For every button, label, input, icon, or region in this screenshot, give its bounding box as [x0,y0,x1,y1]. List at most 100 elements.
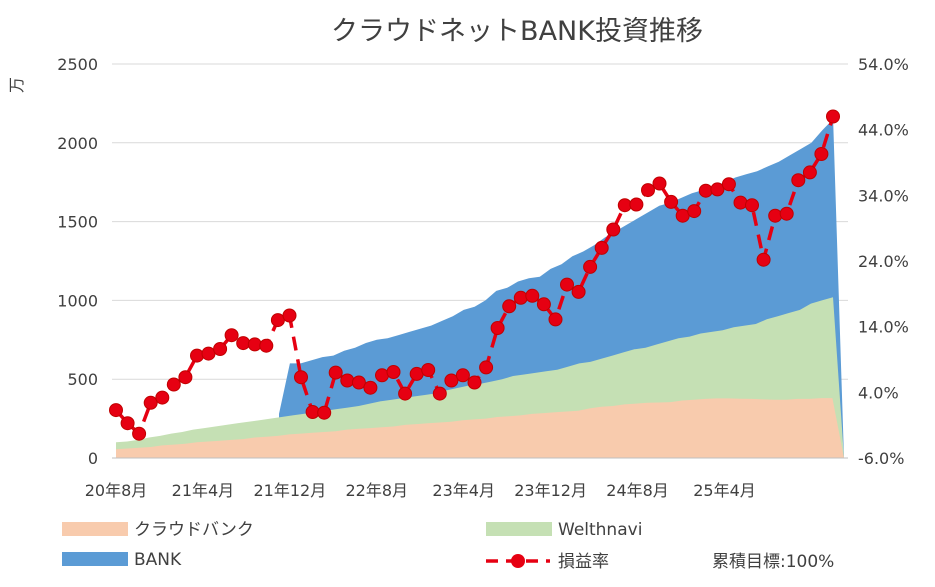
x-tick-label: 24年8月 [606,481,669,500]
y-tick-right: 4.0% [858,383,899,402]
data-point [826,109,840,124]
y-tick-left: 2000 [57,134,98,153]
data-point [791,173,806,188]
data-point [490,321,505,335]
data-point [432,386,447,401]
data-point [109,403,123,418]
data-point [363,380,378,395]
data-point [351,375,366,390]
data-point [270,313,285,328]
data-point [583,259,598,274]
data-point [421,363,436,377]
y-tick-right: 44.0% [858,121,909,140]
x-tick-label: 20年8月 [85,481,148,500]
data-point [143,395,158,410]
data-point [455,368,470,383]
data-point [224,328,239,343]
data-point [155,390,170,405]
data-point [190,348,204,363]
legend-note: 累積目標:100% [712,552,834,572]
data-point [259,338,274,353]
data-point [664,194,679,209]
x-tick-label: 22年8月 [346,481,409,500]
data-point [120,416,135,431]
data-point [571,284,586,299]
data-point [375,368,389,383]
legend: クラウドバンク Welthnavi BANK 損益率 累積目標:100% [62,520,834,572]
data-point [386,365,401,379]
y-tick-right: -6.0% [858,449,904,468]
data-point [779,206,794,221]
legend-marker [511,554,525,568]
y-tick-right: 34.0% [858,186,909,205]
data-point [502,299,517,314]
data-point [294,370,308,385]
data-point [236,336,251,351]
data-point [687,204,702,219]
legend-swatch [486,522,552,536]
data-point [444,373,459,388]
data-point [247,337,262,352]
data-point [721,177,736,192]
data-point [594,240,609,255]
data-point [132,426,147,441]
data-point [641,183,655,198]
data-point [398,386,413,401]
data-point [733,195,748,210]
data-point [513,290,528,305]
y-tick-left: 500 [67,370,98,389]
data-point [282,308,297,323]
x-tick-label: 23年12月 [514,481,587,500]
y-tick-left: 0 [88,449,98,468]
legend-label: クラウドバンク [134,520,254,540]
legend-label: 損益率 [558,552,609,572]
y-tick-left: 1500 [57,213,98,232]
data-point [213,342,228,356]
data-point [652,176,667,191]
data-point [536,297,551,312]
data-point [745,198,759,213]
data-point [178,370,193,385]
x-tick-label: 21年12月 [253,481,326,500]
line-layer [109,109,840,441]
data-point [548,312,563,327]
legend-label: Welthnavi [558,520,642,540]
x-tick-label: 25年4月 [693,481,756,500]
data-point [768,208,783,223]
y-axis-left-label: 万 [7,77,26,93]
data-point [756,252,771,267]
data-point [629,197,644,212]
data-point [201,346,216,361]
area-layer [116,119,844,458]
data-point [166,377,181,392]
y-tick-right: 54.0% [858,55,909,74]
legend-swatch [62,522,128,536]
data-point [317,405,332,420]
data-point [467,375,482,390]
data-point [525,288,540,303]
y-tick-right: 14.0% [858,318,909,337]
data-point [305,405,320,419]
axis-layer: 0 500 1000 1500 2000 2500 -6.0% 4.0% 14.0% 24.0% 3… [57,55,909,500]
chart-title: クラウドネットBANK投資推移 [331,16,703,47]
data-point [698,183,713,198]
data-point [560,277,574,292]
x-tick-label: 23年4月 [432,481,495,500]
legend-label: BANK [134,550,182,570]
legend-swatch [62,552,128,566]
y-tick-right: 24.0% [858,252,909,271]
area-クラウドバンク [116,398,844,458]
y-tick-left: 1000 [57,291,98,310]
data-point [479,360,494,375]
data-point [340,373,355,388]
data-point [814,147,829,161]
x-tick-label: 21年4月 [172,481,235,500]
data-point [606,222,621,237]
data-point [802,165,817,180]
data-point [710,182,725,197]
data-point [617,198,632,213]
y-tick-left: 2500 [57,55,98,74]
data-point [328,365,343,380]
